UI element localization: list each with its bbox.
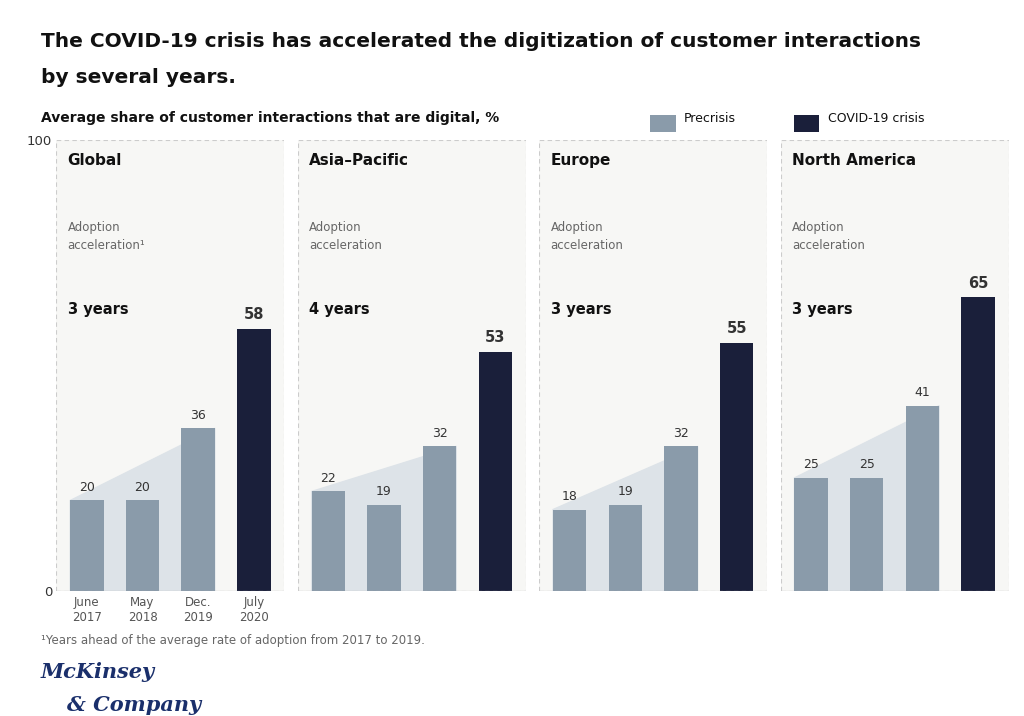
Text: 3 years: 3 years <box>792 302 853 317</box>
Text: 3 years: 3 years <box>68 302 128 317</box>
Text: Adoption
acceleration: Adoption acceleration <box>309 221 382 252</box>
Text: 19: 19 <box>617 485 633 498</box>
Text: ¹Years ahead of the average rate of adoption from 2017 to 2019.: ¹Years ahead of the average rate of adop… <box>41 634 425 647</box>
Text: 58: 58 <box>244 307 264 322</box>
Text: 3 years: 3 years <box>551 302 611 317</box>
Text: 18: 18 <box>562 490 578 503</box>
Bar <box>368 505 400 591</box>
Bar <box>553 510 587 591</box>
Text: Adoption
acceleration: Adoption acceleration <box>551 221 624 252</box>
Polygon shape <box>795 406 939 591</box>
Bar <box>795 478 827 591</box>
Polygon shape <box>311 446 457 591</box>
Text: 25: 25 <box>803 458 819 471</box>
Bar <box>181 428 215 591</box>
Bar <box>126 500 160 591</box>
Polygon shape <box>71 428 215 591</box>
Text: 20: 20 <box>79 480 95 494</box>
Bar <box>478 352 512 591</box>
Polygon shape <box>553 446 697 591</box>
Text: Adoption
acceleration: Adoption acceleration <box>792 221 865 252</box>
Text: Precrisis: Precrisis <box>684 112 736 125</box>
Bar <box>423 446 457 591</box>
Text: 32: 32 <box>673 427 689 440</box>
Text: 53: 53 <box>485 330 506 345</box>
Text: 41: 41 <box>914 386 930 399</box>
Text: Europe: Europe <box>551 153 611 168</box>
Bar <box>720 342 754 591</box>
Text: Adoption
acceleration¹: Adoption acceleration¹ <box>68 221 145 252</box>
Bar <box>850 478 884 591</box>
Text: 20: 20 <box>134 480 151 494</box>
Bar <box>665 446 697 591</box>
Text: North America: North America <box>792 153 916 168</box>
Bar <box>311 491 345 591</box>
Text: COVID-19 crisis: COVID-19 crisis <box>827 112 924 125</box>
Text: 4 years: 4 years <box>309 302 370 317</box>
Bar <box>905 406 939 591</box>
Text: & Company: & Company <box>67 695 201 715</box>
Text: Average share of customer interactions that are digital, %: Average share of customer interactions t… <box>41 111 500 125</box>
Text: 36: 36 <box>190 409 206 422</box>
Text: McKinsey: McKinsey <box>41 662 155 682</box>
Bar <box>238 329 270 591</box>
Text: 55: 55 <box>726 321 746 336</box>
Text: Global: Global <box>68 153 122 168</box>
Text: 25: 25 <box>859 458 874 471</box>
Bar <box>962 297 994 591</box>
Text: 65: 65 <box>968 276 988 291</box>
Text: Asia–Pacific: Asia–Pacific <box>309 153 410 168</box>
Bar <box>608 505 642 591</box>
Text: by several years.: by several years. <box>41 68 236 87</box>
Text: 19: 19 <box>376 485 392 498</box>
Text: 22: 22 <box>321 472 336 485</box>
Text: 32: 32 <box>432 427 447 440</box>
Bar <box>71 500 103 591</box>
Text: The COVID-19 crisis has accelerated the digitization of customer interactions: The COVID-19 crisis has accelerated the … <box>41 32 921 52</box>
